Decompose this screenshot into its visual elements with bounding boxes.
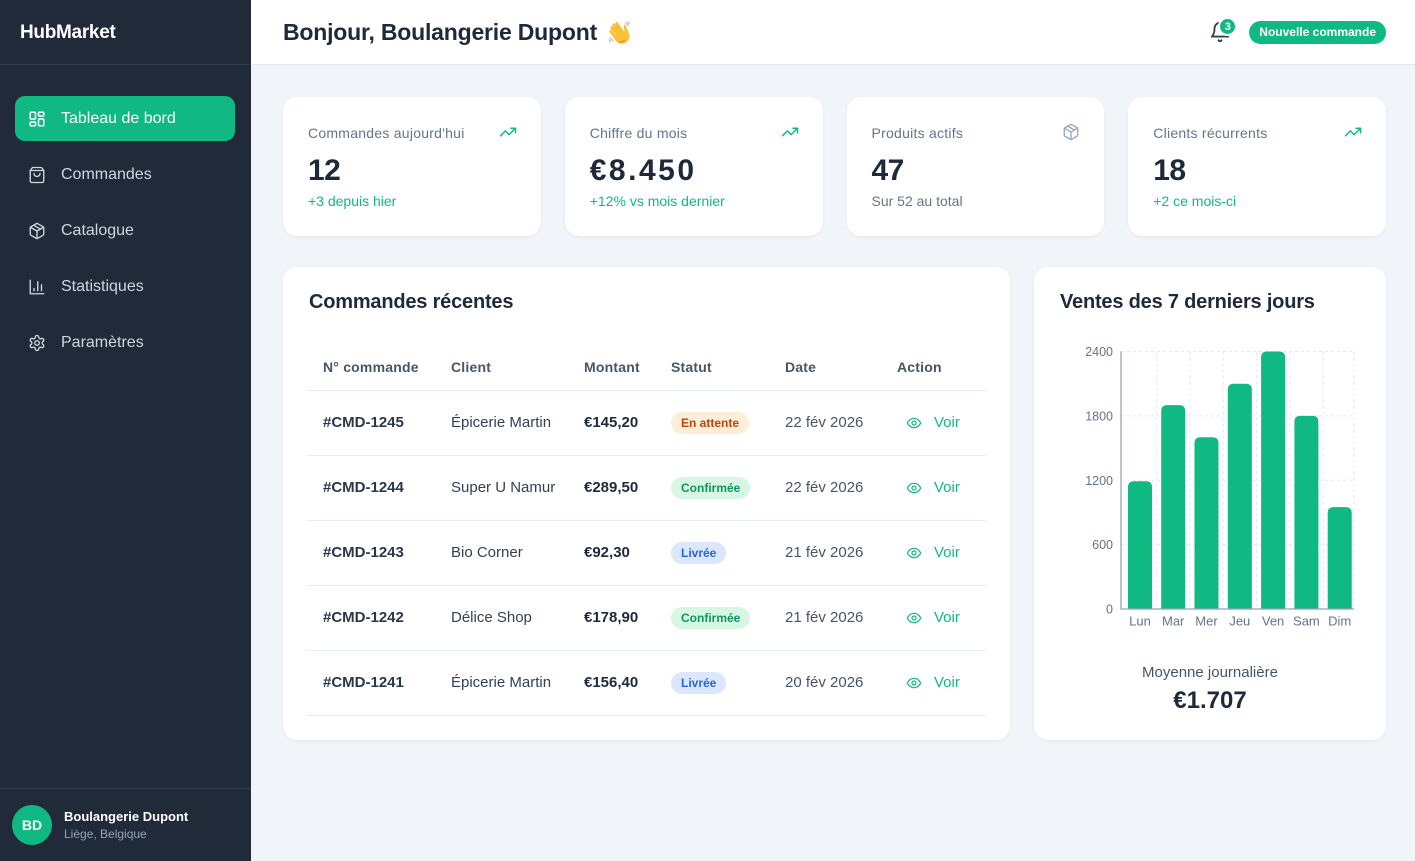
- svg-text:Ven: Ven: [1262, 614, 1284, 629]
- svg-text:1200: 1200: [1085, 474, 1113, 488]
- svg-text:Sam: Sam: [1293, 614, 1320, 629]
- svg-text:0: 0: [1106, 603, 1113, 617]
- svg-text:Dim: Dim: [1328, 614, 1351, 629]
- svg-text:Mer: Mer: [1195, 614, 1218, 629]
- svg-text:Lun: Lun: [1129, 614, 1151, 629]
- svg-text:2400: 2400: [1085, 345, 1113, 359]
- svg-text:1800: 1800: [1085, 409, 1113, 423]
- svg-text:Mar: Mar: [1162, 614, 1185, 629]
- svg-text:Jeu: Jeu: [1229, 614, 1250, 629]
- svg-text:600: 600: [1092, 538, 1113, 552]
